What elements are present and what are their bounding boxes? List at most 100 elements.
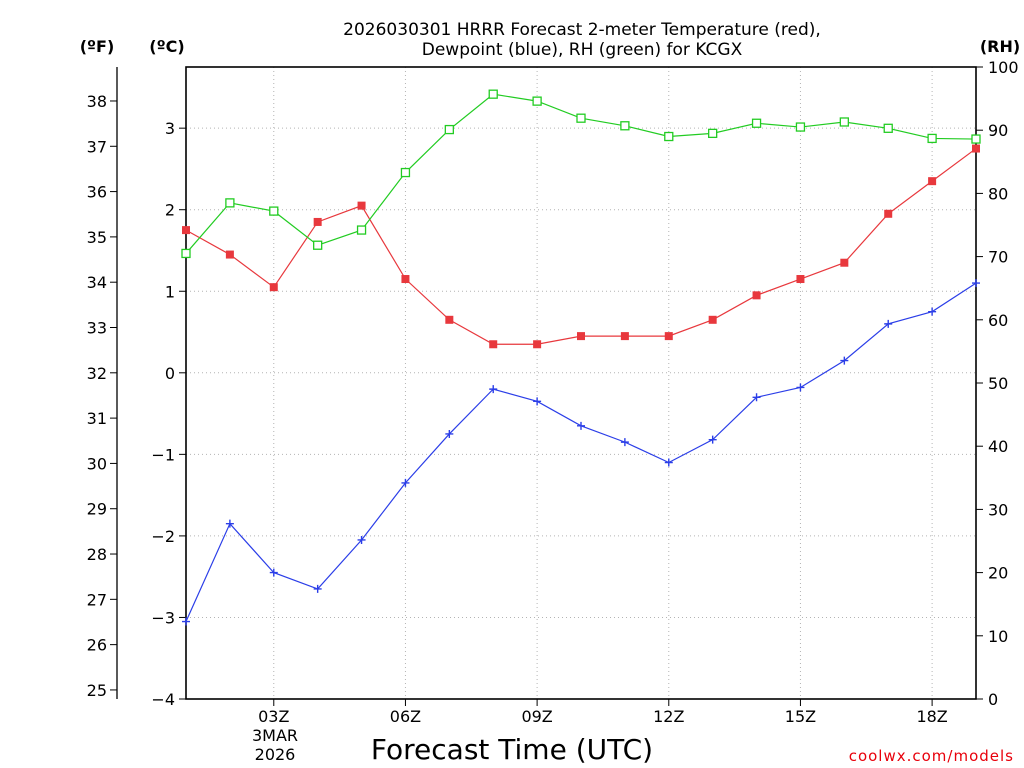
gridlines — [186, 67, 976, 699]
relative-humidity-point — [795, 122, 806, 132]
2-meter-temperature-point — [752, 291, 761, 300]
2-meter-temperature-point — [489, 340, 498, 349]
2-meter-temperature-point — [269, 283, 278, 292]
x-tick-label: 09Z — [521, 707, 552, 726]
2-meter-temperature-point — [972, 144, 980, 153]
fahrenheit-tick-label: 32 — [87, 364, 107, 383]
fahrenheit-tick-label: 27 — [87, 590, 107, 609]
celsius-tick-label: −1 — [151, 445, 175, 464]
dewpoint-point — [445, 429, 454, 438]
chart-title-line-1: 2026030301 HRRR Forecast 2-meter Tempera… — [343, 20, 821, 40]
celsius-tick-label: 3 — [165, 119, 175, 138]
2-meter-temperature-point — [708, 315, 717, 324]
data-series — [181, 89, 981, 626]
date-label-year: 2026 — [255, 745, 296, 764]
relative-humidity-point — [356, 225, 367, 235]
relative-humidity-point — [751, 118, 762, 128]
dewpoint-point — [664, 458, 673, 467]
x-axis-title: Forecast Time (UTC) — [371, 733, 653, 766]
celsius-tick-label: 0 — [165, 364, 175, 383]
watermark: coolwx.com/models — [849, 747, 1014, 765]
x-tick-label: 18Z — [916, 707, 947, 726]
dewpoint-point — [533, 397, 542, 406]
rh-tick-label: 70 — [988, 248, 1008, 267]
2-meter-temperature-point — [928, 177, 937, 186]
dewpoint-point — [357, 535, 366, 544]
relative-humidity-point — [883, 123, 893, 133]
celsius-tick-label: −3 — [151, 608, 175, 627]
rh-tick-label: 60 — [988, 311, 1008, 330]
plot-frame — [185, 66, 977, 700]
x-tick-label: 12Z — [653, 707, 684, 726]
relative-humidity-point — [708, 128, 718, 139]
2-meter-temperature-point — [577, 332, 585, 341]
date-label-month: 3MAR — [252, 726, 298, 745]
x-tick-label: 06Z — [390, 707, 421, 726]
dewpoint-point — [752, 393, 761, 402]
rh-tick-label: 90 — [988, 121, 1008, 140]
celsius-unit-label: (ºC) — [149, 37, 184, 56]
x-tick-label: 15Z — [785, 707, 816, 726]
relative-humidity-point — [269, 206, 279, 216]
2-meter-temperature-point — [664, 332, 673, 341]
dewpoint-point — [928, 307, 937, 316]
rh-tick-label: 20 — [988, 564, 1008, 583]
2-meter-temperature-point — [401, 275, 410, 284]
fahrenheit-tick-label: 25 — [87, 681, 107, 700]
relative-humidity-point — [576, 113, 586, 123]
2-meter-temperature-point — [620, 332, 629, 341]
fahrenheit-tick-label: 37 — [87, 137, 107, 156]
relative-humidity-point — [313, 240, 323, 250]
dewpoint-point — [972, 279, 980, 288]
2-meter-temperature-point — [357, 201, 366, 210]
rh-unit-label: (RH) — [980, 37, 1020, 56]
dewpoint-point — [489, 385, 498, 394]
relative-humidity-point — [444, 124, 454, 135]
celsius-tick-label: 2 — [165, 201, 175, 220]
dewpoint-point — [884, 319, 893, 328]
2-meter-temperature-point — [445, 315, 454, 324]
fahrenheit-tick-label: 36 — [87, 183, 107, 202]
fahrenheit-tick-label: 34 — [87, 273, 107, 292]
chart-title-line-2: Dewpoint (blue), RH (green) for KCGX — [422, 40, 743, 60]
dewpoint-point — [577, 421, 585, 430]
rh-tick-label: 30 — [988, 500, 1008, 519]
dewpoint-point — [708, 435, 717, 444]
dewpoint-point — [401, 478, 410, 487]
2-meter-temperature-point — [840, 258, 849, 267]
2-meter-temperature-point — [884, 209, 893, 218]
celsius-tick-label: −2 — [151, 527, 175, 546]
dewpoint-point — [182, 617, 190, 626]
dewpoint-point — [620, 438, 629, 447]
rh-tick-label: 10 — [988, 627, 1008, 646]
relative-humidity-point — [664, 131, 674, 142]
dewpoint-point — [313, 584, 322, 593]
fahrenheit-tick-label: 29 — [87, 500, 107, 519]
x-tick-label: 03Z — [258, 707, 289, 726]
fahrenheit-tick-label: 28 — [87, 545, 107, 564]
axes: 03Z 06Z 09Z 12Z 15Z 18Z −4 −3 −2 −1 0 1 2 3 25 26 27 28 29… — [87, 58, 1019, 726]
fahrenheit-tick-label: 33 — [87, 319, 107, 338]
2-meter-temperature-point — [182, 226, 190, 235]
fahrenheit-tick-label: 35 — [87, 228, 107, 247]
celsius-tick-label: −4 — [151, 690, 175, 709]
2-meter-temperature-point — [225, 250, 234, 259]
relative-humidity-point — [400, 167, 411, 178]
dewpoint-point — [269, 568, 278, 577]
relative-humidity-point — [488, 89, 498, 99]
fahrenheit-tick-label: 38 — [87, 92, 107, 111]
dewpoint-point — [796, 383, 805, 392]
2-meter-temperature-point — [796, 275, 805, 284]
celsius-tick-label: 1 — [165, 282, 175, 301]
dewpoint-point — [840, 356, 849, 365]
dewpoint-point — [225, 519, 234, 528]
relative-humidity-point — [225, 198, 235, 208]
2-meter-temperature-point — [533, 340, 542, 349]
relative-humidity-point — [532, 96, 542, 106]
2-meter-temperature-point — [313, 217, 322, 226]
rh-tick-label: 80 — [988, 184, 1008, 203]
rh-tick-label: 100 — [988, 58, 1019, 77]
relative-humidity-point — [927, 133, 937, 144]
relative-humidity-point — [971, 134, 981, 144]
